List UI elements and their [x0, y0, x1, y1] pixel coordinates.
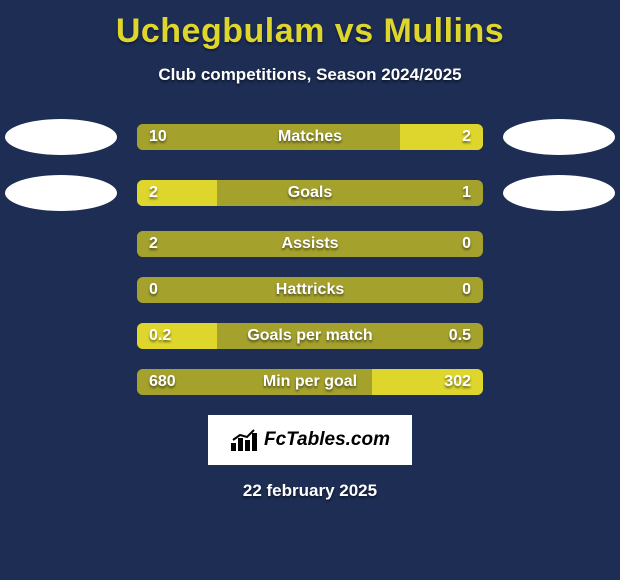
stat-row: Goals per match 0.2 0.5: [0, 323, 620, 349]
stat-label: Goals: [288, 184, 332, 202]
brand-text: FcTables.com: [264, 429, 390, 451]
stat-value-left: 0: [149, 281, 158, 299]
stat-bar: Min per goal 680 302: [137, 369, 483, 395]
stat-label: Goals per match: [247, 327, 372, 345]
stat-value-right: 1: [462, 184, 471, 202]
stat-bar: Assists 2 0: [137, 231, 483, 257]
page-title: Uchegbulam vs Mullins: [0, 0, 620, 51]
bar-segment-left: [137, 124, 400, 150]
stat-label: Assists: [282, 235, 339, 253]
bar-segment-left: [137, 231, 403, 257]
stat-label: Matches: [278, 128, 342, 146]
stat-row: Assists 2 0: [0, 231, 620, 257]
stat-row: Min per goal 680 302: [0, 369, 620, 395]
stat-value-left: 2: [149, 184, 158, 202]
stat-value-right: 0.5: [449, 327, 471, 345]
stat-value-right: 0: [462, 281, 471, 299]
stat-value-left: 680: [149, 373, 176, 391]
stat-value-left: 0.2: [149, 327, 171, 345]
stat-label: Min per goal: [263, 373, 357, 391]
stats-container: Matches 10 2 Goals 2 1 Assists 2 0 Hattricks 0 0 Goa…: [0, 119, 620, 395]
player-marker-left: [5, 175, 117, 211]
stat-value-right: 302: [444, 373, 471, 391]
stat-value-left: 10: [149, 128, 167, 146]
stat-row: Goals 2 1: [0, 175, 620, 211]
footer-date: 22 february 2025: [0, 481, 620, 501]
player-marker-right: [503, 175, 615, 211]
brand-logo: FcTables.com: [208, 415, 412, 465]
stat-bar: Goals 2 1: [137, 180, 483, 206]
stat-bar: Matches 10 2: [137, 124, 483, 150]
stat-value-left: 2: [149, 235, 158, 253]
stat-bar: Goals per match 0.2 0.5: [137, 323, 483, 349]
chart-icon: [230, 429, 258, 451]
stat-value-right: 0: [462, 235, 471, 253]
player-marker-right: [503, 119, 615, 155]
player-marker-left: [5, 119, 117, 155]
stat-row: Matches 10 2: [0, 119, 620, 155]
stat-row: Hattricks 0 0: [0, 277, 620, 303]
stat-value-right: 2: [462, 128, 471, 146]
page-subtitle: Club competitions, Season 2024/2025: [0, 65, 620, 85]
stat-bar: Hattricks 0 0: [137, 277, 483, 303]
stat-label: Hattricks: [276, 281, 344, 299]
